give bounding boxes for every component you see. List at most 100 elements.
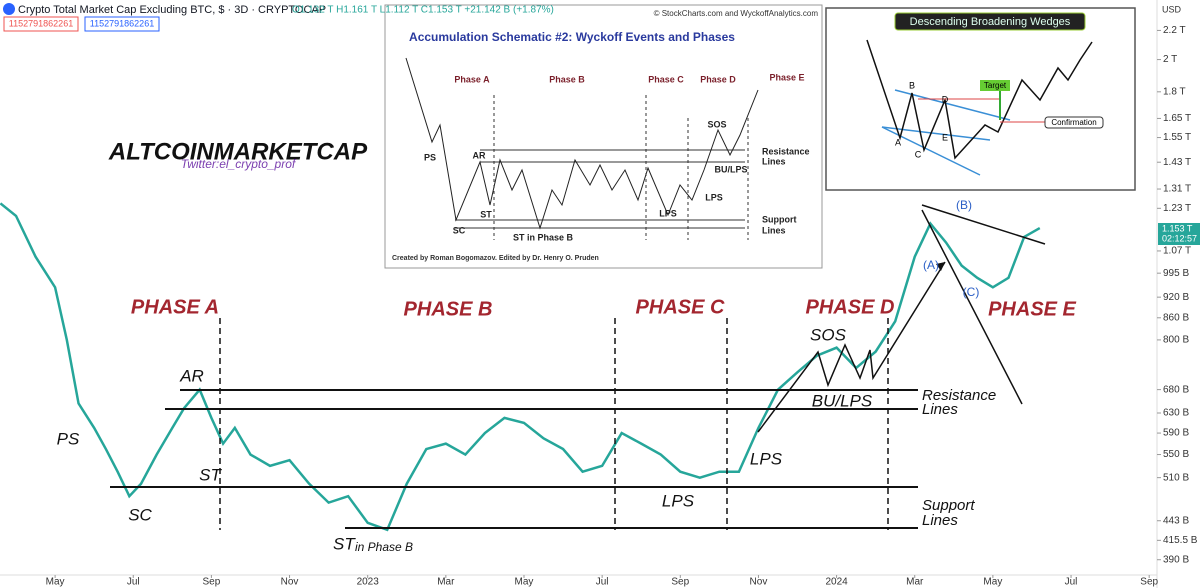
x-tick-label: Sep xyxy=(671,577,689,588)
inset-label: Support xyxy=(762,214,797,224)
event-label: in Phase B xyxy=(355,540,413,554)
inset-label: BU/LPS xyxy=(714,164,747,174)
plot: 2.2 T 2 T 1.8 T 1.65 T 1.55 T 1.43 T 1.31 T 1.2… xyxy=(0,25,1198,588)
y-tick-label: 590 B xyxy=(1163,428,1189,439)
x-tick-label: 2024 xyxy=(825,577,848,588)
event-label: LPS xyxy=(750,449,783,468)
price-line xyxy=(0,202,1041,532)
inset-label: PS xyxy=(424,152,436,162)
inset-label: Confirmation xyxy=(1051,118,1096,127)
inset-phase: Phase D xyxy=(700,74,736,84)
x-tick-label: Nov xyxy=(281,577,299,588)
watermark: ALTCOINMARKETCAP xyxy=(108,138,368,165)
y-tick-label: 1.43 T xyxy=(1163,157,1191,168)
inset-label: LPS xyxy=(705,192,723,202)
y-tick-label: 800 B xyxy=(1163,335,1189,346)
y-tick-label: 550 B xyxy=(1163,449,1189,460)
phase-label: PHASE B xyxy=(404,298,493,320)
event-label: ST xyxy=(333,534,356,553)
phase-label: PHASE C xyxy=(636,296,725,318)
inset-label: Lines xyxy=(762,156,786,166)
price-box[interactable] xyxy=(3,16,79,32)
event-label: BU/LPS xyxy=(812,391,873,410)
y-tick-label: 1.8 T xyxy=(1163,86,1186,97)
symbol-title[interactable]: Crypto Total Market Cap Excluding BTC, $… xyxy=(18,4,326,16)
inset-label: A xyxy=(895,137,901,147)
y-tick-label: 680 B xyxy=(1163,384,1189,395)
y-tick-label: 1.31 T xyxy=(1163,184,1191,195)
buy-price[interactable]: 1152791862261 xyxy=(90,18,154,28)
inset-label: B xyxy=(909,80,915,90)
x-tick-label: Sep xyxy=(202,577,220,588)
x-tick-label: Mar xyxy=(906,577,924,588)
phase-label: PHASE D xyxy=(806,296,895,318)
inset-label: LPS xyxy=(659,208,677,218)
confirmation-box xyxy=(1044,116,1104,129)
target-box xyxy=(980,80,1010,91)
event-label: SC xyxy=(128,505,152,524)
event-label: AR xyxy=(179,366,204,385)
x-tick-label: May xyxy=(983,577,1002,588)
y-tick-label: 1.23 T xyxy=(1163,203,1191,214)
x-tick-label: 2023 xyxy=(357,577,380,588)
wedge-upper xyxy=(894,89,1011,121)
y-tick-label: 2.2 T xyxy=(1163,25,1186,36)
last-price: 1.153 T xyxy=(1162,223,1193,233)
symbol-icon xyxy=(3,3,15,15)
schematic-inset: © StockCharts.com and WyckoffAnalytics.c… xyxy=(384,4,823,269)
event-label: ST xyxy=(199,465,222,484)
event-label: PS xyxy=(57,429,80,448)
event-label: LPS xyxy=(662,491,695,510)
inset-label: ST xyxy=(480,209,492,219)
x-tick-label: Mar xyxy=(437,577,455,588)
y-tick-label: 443 B xyxy=(1163,515,1189,526)
inset-phase: Phase E xyxy=(769,72,804,82)
inset-phase: Phase C xyxy=(648,74,684,84)
y-tick-label: 390 B xyxy=(1163,554,1189,565)
inset-title: Accumulation Schematic #2: Wyckoff Event… xyxy=(409,30,735,44)
level-label: Lines xyxy=(922,512,958,529)
x-tick-label: Jul xyxy=(596,577,609,588)
last-price-box xyxy=(1158,223,1200,245)
price-box[interactable] xyxy=(84,16,160,32)
inset-label: ST in Phase B xyxy=(513,232,574,242)
x-tick-label: Jul xyxy=(1065,577,1078,588)
currency: USD xyxy=(1162,4,1182,14)
inset-title: Descending Broadening Wedges xyxy=(910,16,1071,28)
x-tick-label: Sep xyxy=(1140,577,1158,588)
inset-title-box xyxy=(894,12,1086,31)
y-tick-label: 415.5 B xyxy=(1163,535,1198,546)
inset-copyright: © StockCharts.com and WyckoffAnalytics.c… xyxy=(654,9,819,18)
wedge-path xyxy=(866,39,1093,160)
arrow-head xyxy=(936,262,945,271)
y-tick-label: 1.65 T xyxy=(1163,113,1191,124)
event-label: SOS xyxy=(810,325,847,344)
ohlc: O1.132 T H1.161 T L1.112 T C1.153 T +21.… xyxy=(292,5,554,16)
inset-label: SC xyxy=(453,225,466,235)
y-tick-label: 1.55 T xyxy=(1163,132,1191,143)
phase-label: PHASE A xyxy=(131,296,219,318)
inset-label: E xyxy=(942,132,948,142)
inset-path xyxy=(405,57,759,230)
inset-label: Resistance xyxy=(762,146,810,156)
inset-label: AR xyxy=(473,150,486,160)
inset-label: D xyxy=(942,94,949,104)
wave-label: (B) xyxy=(956,198,972,212)
inset-phase: Phase B xyxy=(549,74,585,84)
inset-frame xyxy=(384,4,823,269)
y-tick-label: 510 B xyxy=(1163,472,1189,483)
wave-label: (A) xyxy=(923,258,939,272)
y-tick-label: 2 T xyxy=(1163,54,1177,65)
inset-label: SOS xyxy=(707,119,726,129)
wave-path xyxy=(757,261,946,433)
level-label: Lines xyxy=(922,401,958,418)
sell-price[interactable]: 1152791862261 xyxy=(9,18,73,28)
countdown: 02:12:57 xyxy=(1162,233,1197,243)
y-tick-label: 995 B xyxy=(1163,268,1189,279)
wedge-line xyxy=(921,209,1023,405)
x-tick-label: Nov xyxy=(750,577,768,588)
inset-phase: Phase A xyxy=(454,74,490,84)
x-tick-label: May xyxy=(515,577,534,588)
inset-label: Lines xyxy=(762,225,786,235)
